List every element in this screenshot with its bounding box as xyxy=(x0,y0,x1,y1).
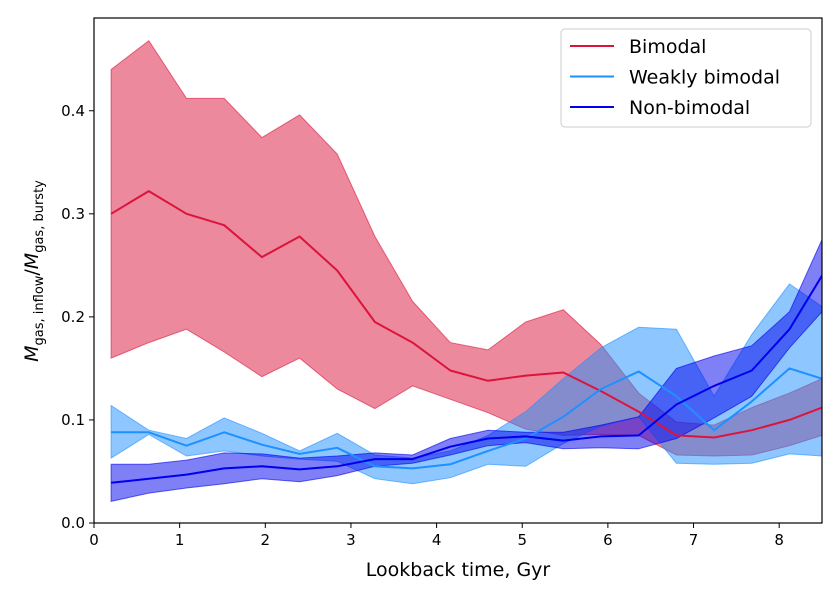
weakly-bimodal-line xyxy=(111,367,822,470)
y-tick-label: 0.2 xyxy=(61,308,85,326)
x-axis-label: Lookback time, Gyr xyxy=(366,559,551,581)
series-lines xyxy=(110,190,822,484)
x-tick-label: 8 xyxy=(774,531,784,549)
bimodal-band xyxy=(110,39,822,457)
y-axis-ticks: 0.0 0.1 0.2 0.3 0.4 xyxy=(61,102,94,532)
svg-text:Mgas, inflow/Mgas, bursty: Mgas, inflow/Mgas, bursty xyxy=(21,180,47,362)
x-tick-label: 2 xyxy=(261,531,271,549)
bimodal-line xyxy=(110,190,822,439)
legend-label-non-bimodal: Non-bimodal xyxy=(629,97,750,119)
x-tick-label: 6 xyxy=(603,531,613,549)
confidence-bands xyxy=(110,39,822,503)
non-bimodal-band xyxy=(110,239,822,503)
x-tick-label: 1 xyxy=(175,531,185,549)
non-bimodal-line xyxy=(110,275,822,484)
legend-label-bimodal: Bimodal xyxy=(629,36,706,58)
x-tick-label: 4 xyxy=(432,531,442,549)
legend: Bimodal Weakly bimodal Non-bimodal xyxy=(560,28,812,128)
y-tick-label: 0.4 xyxy=(61,102,85,120)
y-axis-label: Mgas, inflow/Mgas, bursty xyxy=(21,180,47,362)
x-tick-label: 5 xyxy=(517,531,527,549)
y-tick-label: 0.3 xyxy=(61,205,85,223)
legend-box xyxy=(560,28,812,128)
x-tick-label: 3 xyxy=(346,531,356,549)
plot-frame xyxy=(93,17,823,524)
y-tick-label: 0.1 xyxy=(61,411,85,429)
x-tick-label: 0 xyxy=(89,531,99,549)
x-axis-ticks: 0 1 2 3 4 5 6 7 8 xyxy=(89,523,784,549)
legend-label-weakly-bimodal: Weakly bimodal xyxy=(629,67,780,89)
x-tick-label: 7 xyxy=(689,531,699,549)
y-tick-label: 0.0 xyxy=(61,514,85,532)
